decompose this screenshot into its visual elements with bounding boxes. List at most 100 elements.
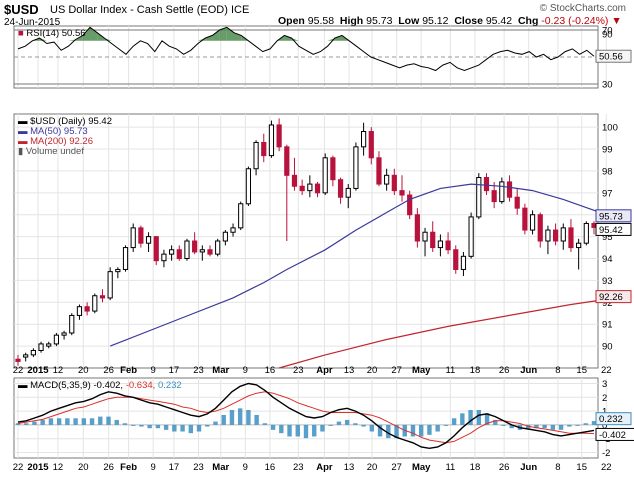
- price-tick-label: 90: [602, 342, 613, 353]
- x-tick-label: Mar: [212, 365, 229, 376]
- x-tick-label: 26: [499, 462, 510, 473]
- macd-histogram-bar: [73, 418, 78, 425]
- price-tick-label: 91: [602, 320, 613, 331]
- macd-legend: ▬ MACD(5,35,9) -0.402, -0.634, 0.232: [18, 380, 182, 391]
- candle-body: [576, 242, 582, 249]
- ma50-line: [109, 183, 625, 347]
- ma50-legend-text: MA(50) 95.73: [30, 126, 88, 137]
- macd-last-label-box: [595, 427, 634, 441]
- macd-histogram-bar: [583, 423, 588, 425]
- x-tick-label: 9: [243, 462, 248, 473]
- x-tick-label: 23: [193, 462, 204, 473]
- ma200-legend-text: MA(200) 92.26: [30, 136, 93, 147]
- x-tick-label: 20: [78, 462, 89, 473]
- volume-legend-swatch: ▮: [18, 146, 26, 157]
- macd-histogram-bar: [221, 414, 226, 425]
- candle-body: [222, 231, 228, 242]
- candle-body: [384, 174, 390, 185]
- x-tick-label: 15: [576, 365, 587, 376]
- candle-body: [453, 249, 459, 270]
- candle-body: [376, 157, 382, 185]
- candle-body: [161, 253, 167, 262]
- candle-body: [284, 146, 290, 176]
- price-tick-label: 95: [602, 232, 613, 243]
- x-tick-label: 20: [367, 365, 378, 376]
- macd-tick-label: -2: [602, 448, 610, 459]
- candle-body: [307, 183, 313, 192]
- macd-histogram-bar: [435, 424, 440, 432]
- candle-body: [76, 306, 83, 316]
- macd-histogram-bar: [205, 424, 210, 427]
- macd-histogram-bar: [558, 424, 564, 430]
- rsi-overbought-fill: [234, 32, 242, 41]
- macd-histogram-bar: [386, 424, 391, 439]
- x-tick-label: 16: [265, 365, 276, 376]
- x-tick-label: 22: [601, 462, 612, 473]
- candle-body: [176, 249, 182, 260]
- candle-body: [514, 196, 520, 209]
- candle-body: [184, 240, 190, 260]
- rsi-overbought-fill: [39, 38, 47, 41]
- candle-body: [583, 222, 589, 244]
- candle-body: [337, 179, 344, 198]
- volume-legend: ▮ Volume undef: [18, 146, 84, 157]
- x-tick-label: 13: [344, 462, 355, 473]
- x-tick-label: 26: [499, 365, 510, 376]
- instrument-title: US Dollar Index - Cash Settle (EOD): [50, 4, 228, 16]
- price-tick-label: 97: [602, 188, 613, 199]
- x-tick-label: 23: [293, 462, 304, 473]
- candle-body: [476, 177, 482, 218]
- candle-body: [145, 236, 152, 244]
- candle-body: [522, 207, 528, 231]
- macd-histogram-bar: [270, 424, 276, 430]
- candle-body: [230, 227, 236, 233]
- macd-tick-label: 2: [602, 393, 607, 404]
- macd-histogram-bar: [336, 421, 342, 425]
- macd-histogram-bar: [460, 413, 465, 425]
- macd-histogram-bar: [56, 418, 62, 425]
- macd-histogram-bar: [237, 408, 243, 425]
- macd-histogram-bar: [122, 423, 128, 425]
- macd-histogram-bar: [320, 424, 325, 432]
- macd-histogram-bar: [501, 424, 506, 426]
- x-tick-label: May: [412, 462, 431, 473]
- macd-tick-label: 0: [602, 420, 607, 431]
- x-tick-label: 16: [265, 462, 276, 473]
- open-value: 95.58: [307, 15, 335, 27]
- candle-body: [314, 183, 321, 194]
- candle-body: [553, 229, 559, 242]
- x-tick-label: 11: [445, 365, 455, 376]
- macd-histogram-bar: [246, 410, 251, 425]
- macd-legend-value: -0.402,: [94, 380, 126, 391]
- x-tick-label: 26: [103, 365, 114, 376]
- macd-histogram-bar: [139, 424, 144, 427]
- x-tick-label: 12: [53, 462, 64, 473]
- candle-body: [245, 168, 252, 205]
- macd-histogram-bar: [131, 424, 136, 426]
- macd-histogram-bar: [229, 410, 235, 425]
- high-label: High: [339, 15, 364, 27]
- price-tick-label: 93: [602, 276, 613, 287]
- symbol-label: $USD: [4, 2, 39, 17]
- macd-line: [17, 382, 595, 450]
- macd-histogram-bar: [48, 418, 54, 425]
- macd-hist-last-label: 0.232: [599, 414, 623, 425]
- candle-body: [491, 190, 497, 203]
- x-tick-label: May: [412, 365, 431, 376]
- volume-legend-text: Volume undef: [26, 146, 84, 157]
- macd-histogram-bar: [369, 424, 375, 432]
- macd-histogram-bar: [188, 424, 193, 434]
- chg-label: Chg: [517, 15, 539, 27]
- candle-body: [84, 306, 90, 312]
- panel-frame: [13, 113, 599, 369]
- x-tick-label: Apr: [316, 462, 333, 473]
- ma200-last-label-box: [595, 290, 632, 304]
- candle-body: [107, 271, 113, 299]
- candle-body: [215, 240, 221, 255]
- ma200-last-label: 92.26: [599, 292, 623, 303]
- macd-histogram-bar: [476, 410, 481, 425]
- macd-histogram-bar: [303, 424, 309, 439]
- rsi-overbought-fill: [334, 35, 342, 41]
- rsi-tick-label: 30: [602, 80, 613, 91]
